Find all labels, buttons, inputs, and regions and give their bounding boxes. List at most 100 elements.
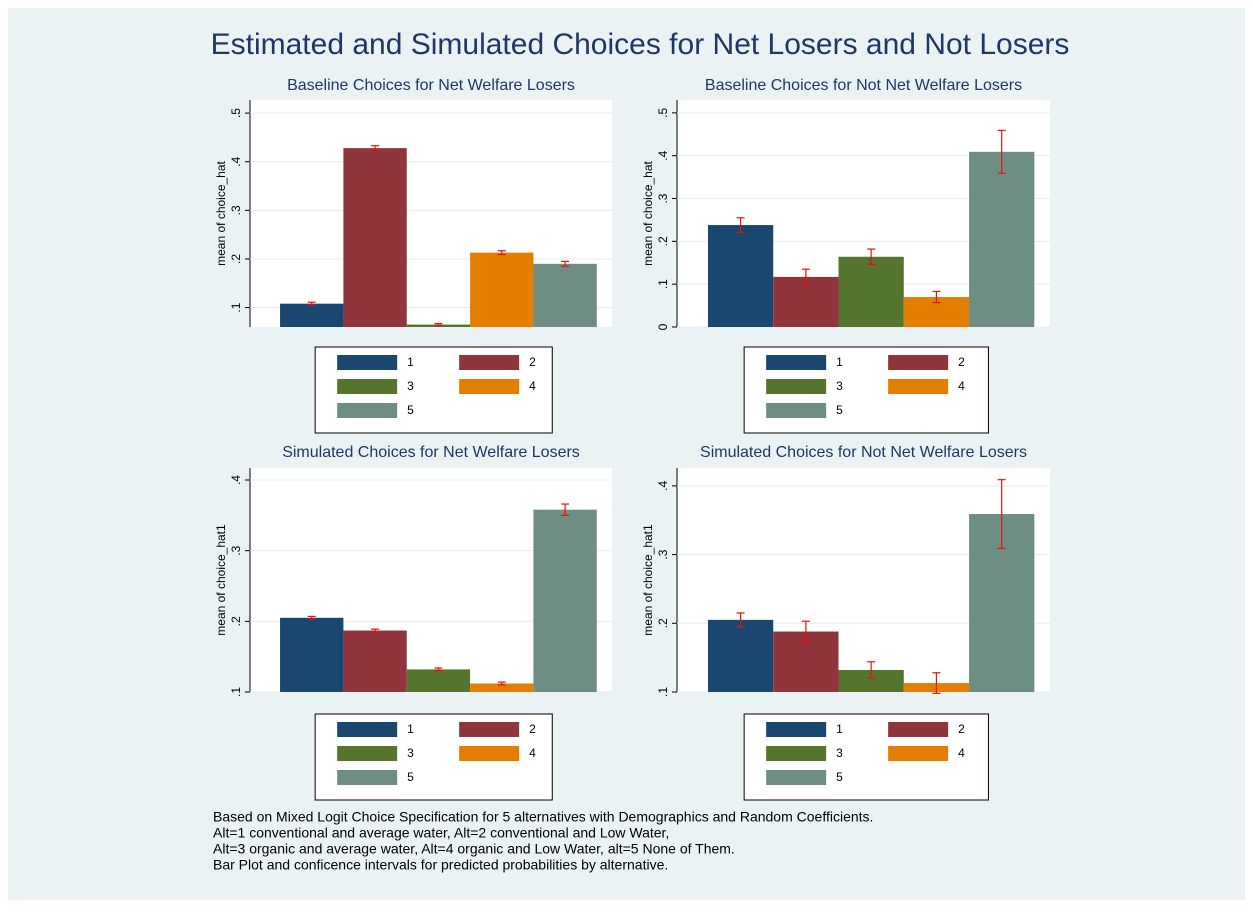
- error-bar: [801, 620, 810, 643]
- bar: [707, 619, 774, 692]
- background: [8, 8, 1245, 900]
- error-bar: [371, 628, 380, 633]
- y-axis-label: mean of choice_hat: [641, 160, 655, 265]
- y-tick-label: .4: [229, 156, 243, 166]
- legend-key: [888, 355, 949, 370]
- y-tick-label: .3: [229, 545, 243, 555]
- error-bar: [561, 503, 570, 516]
- y-tick-label: .4: [656, 150, 670, 160]
- panel-title: Simulated Choices for Net Welfare Losers: [282, 444, 580, 461]
- y-tick-label: .2: [229, 616, 243, 626]
- y-axis-label: mean of choice_hat1: [641, 524, 655, 636]
- legend-key: [766, 722, 827, 737]
- error-bar: [434, 322, 443, 327]
- bar: [533, 263, 597, 327]
- bar: [470, 252, 534, 327]
- bar: [343, 148, 407, 327]
- error-bar: [434, 667, 443, 672]
- legend-key: [766, 379, 827, 394]
- y-tick-label: .2: [656, 236, 670, 246]
- error-bar: [932, 290, 941, 304]
- error-bar: [307, 301, 316, 306]
- error-bar: [867, 248, 876, 266]
- bar: [773, 276, 839, 327]
- y-tick-label: .3: [229, 205, 243, 215]
- y-tick-label: .2: [656, 618, 670, 628]
- legend-label: 2: [529, 355, 536, 369]
- legend-label: 1: [407, 355, 414, 369]
- legend-key: [337, 379, 398, 394]
- legend-label: 2: [958, 355, 965, 369]
- note: Alt=3 organic and average water, Alt=4 o…: [213, 841, 735, 857]
- error-bar: [997, 129, 1006, 174]
- legend-key: [337, 746, 398, 761]
- y-tick-label: .5: [229, 108, 243, 118]
- bar: [969, 151, 1035, 327]
- error-bar: [867, 661, 876, 679]
- y-tick-label: .3: [656, 549, 670, 559]
- legend-key: [459, 746, 520, 761]
- error-bar: [497, 250, 506, 256]
- legend-label: 4: [958, 379, 965, 393]
- bar: [470, 683, 534, 692]
- bar: [707, 225, 774, 327]
- legend-key: [888, 746, 949, 761]
- error-bar: [932, 672, 941, 694]
- bar: [406, 669, 471, 692]
- panel-title: Baseline Choices for Not Net Welfare Los…: [705, 77, 1022, 94]
- y-axis-label: mean of choice_hat1: [214, 524, 228, 636]
- error-bar: [801, 268, 810, 286]
- legend-key: [766, 770, 827, 785]
- note: Bar Plot and conficence intervals for pr…: [213, 857, 668, 873]
- legend-key: [888, 722, 949, 737]
- legend-key: [337, 722, 398, 737]
- legend-label: 1: [836, 355, 843, 369]
- y-tick-label: 0: [656, 323, 670, 330]
- legend-label: 3: [836, 379, 843, 393]
- legend-label: 1: [407, 722, 414, 736]
- legend-key: [459, 355, 520, 370]
- legend-key: [337, 355, 398, 370]
- bar: [280, 303, 344, 327]
- legend-label: 3: [836, 746, 843, 760]
- y-tick-label: .3: [656, 193, 670, 203]
- bar: [343, 630, 407, 692]
- error-bar: [736, 612, 745, 628]
- y-tick-label: .2: [229, 254, 243, 264]
- bar: [838, 256, 904, 327]
- bar: [280, 617, 344, 692]
- error-bar: [307, 615, 316, 620]
- legend-label: 5: [836, 403, 843, 417]
- legend-key: [337, 403, 398, 418]
- y-tick-label: .5: [656, 108, 670, 118]
- legend-key: [888, 379, 949, 394]
- note: Alt=1 conventional and average water, Al…: [213, 825, 669, 841]
- legend-key: [766, 403, 827, 418]
- legend-label: 5: [407, 770, 414, 784]
- legend-label: 5: [836, 770, 843, 784]
- legend-key: [459, 379, 520, 394]
- y-tick-label: .1: [656, 687, 670, 697]
- legend-label: 4: [529, 746, 536, 760]
- legend-label: 2: [958, 722, 965, 736]
- legend-label: 1: [836, 722, 843, 736]
- panel-title: Baseline Choices for Net Welfare Losers: [287, 77, 575, 94]
- y-tick-label: .4: [229, 475, 243, 485]
- bar: [838, 670, 904, 692]
- error-bar: [997, 479, 1006, 549]
- y-tick-label: .1: [229, 302, 243, 312]
- error-bar: [497, 681, 506, 686]
- legend-label: 3: [407, 379, 414, 393]
- legend-key: [337, 770, 398, 785]
- y-axis-label: mean of choice_hat: [214, 160, 228, 265]
- y-tick-label: .1: [656, 279, 670, 289]
- legend-key: [459, 722, 520, 737]
- panel-title: Simulated Choices for Not Net Welfare Lo…: [700, 444, 1027, 461]
- legend-key: [766, 746, 827, 761]
- note: Based on Mixed Logit Choice Specificatio…: [213, 809, 873, 825]
- error-bar: [736, 217, 745, 233]
- legend-label: 4: [958, 746, 965, 760]
- y-tick-label: .1: [229, 687, 243, 697]
- error-bar: [371, 145, 380, 152]
